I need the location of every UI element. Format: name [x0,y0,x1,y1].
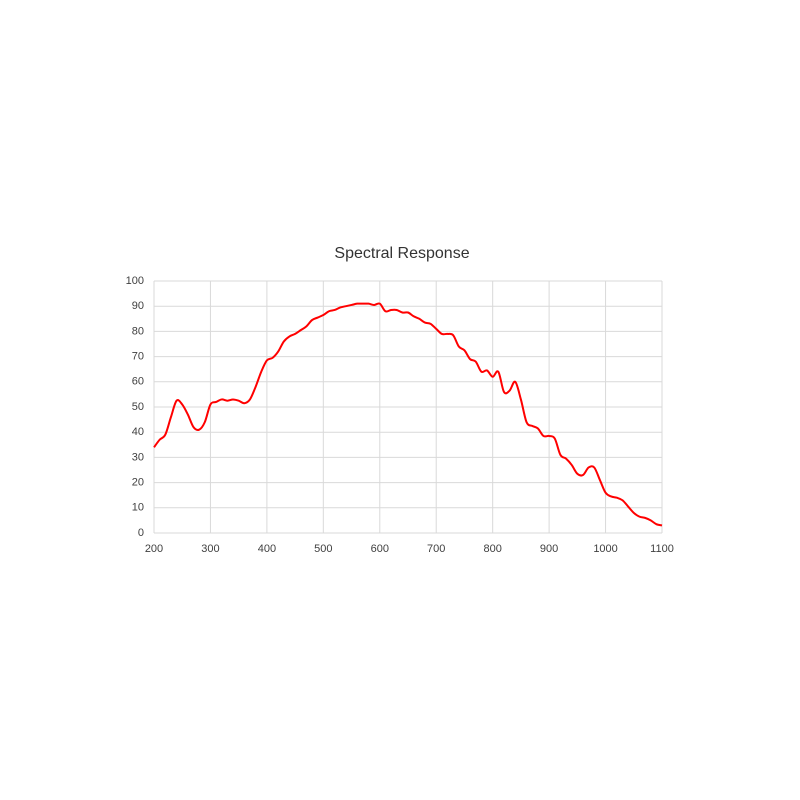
y-tick-label: 50 [132,401,144,413]
y-tick-label: 40 [132,426,144,438]
x-tick-label: 700 [427,543,445,555]
x-tick-label: 400 [258,543,276,555]
y-tick-label: 90 [132,300,144,312]
x-tick-label: 800 [483,543,501,555]
x-tick-label: 900 [540,543,558,555]
x-tick-label: 1100 [650,543,674,555]
chart-title: Spectral Response [334,245,469,262]
y-tick-label: 70 [132,351,144,363]
y-tick-label: 100 [126,275,144,287]
y-tick-label: 10 [132,502,144,514]
y-tick-label: 80 [132,325,144,337]
x-tick-label: 300 [201,543,219,555]
y-tick-label: 30 [132,451,144,463]
y-tick-label: 20 [132,477,144,489]
y-tick-label: 60 [132,376,144,388]
x-tick-label: 500 [314,543,332,555]
x-tick-label: 1000 [593,543,617,555]
y-tick-label: 0 [138,527,144,539]
series-line [153,302,663,527]
x-tick-label: 200 [145,543,163,555]
x-tick-label: 600 [371,543,389,555]
